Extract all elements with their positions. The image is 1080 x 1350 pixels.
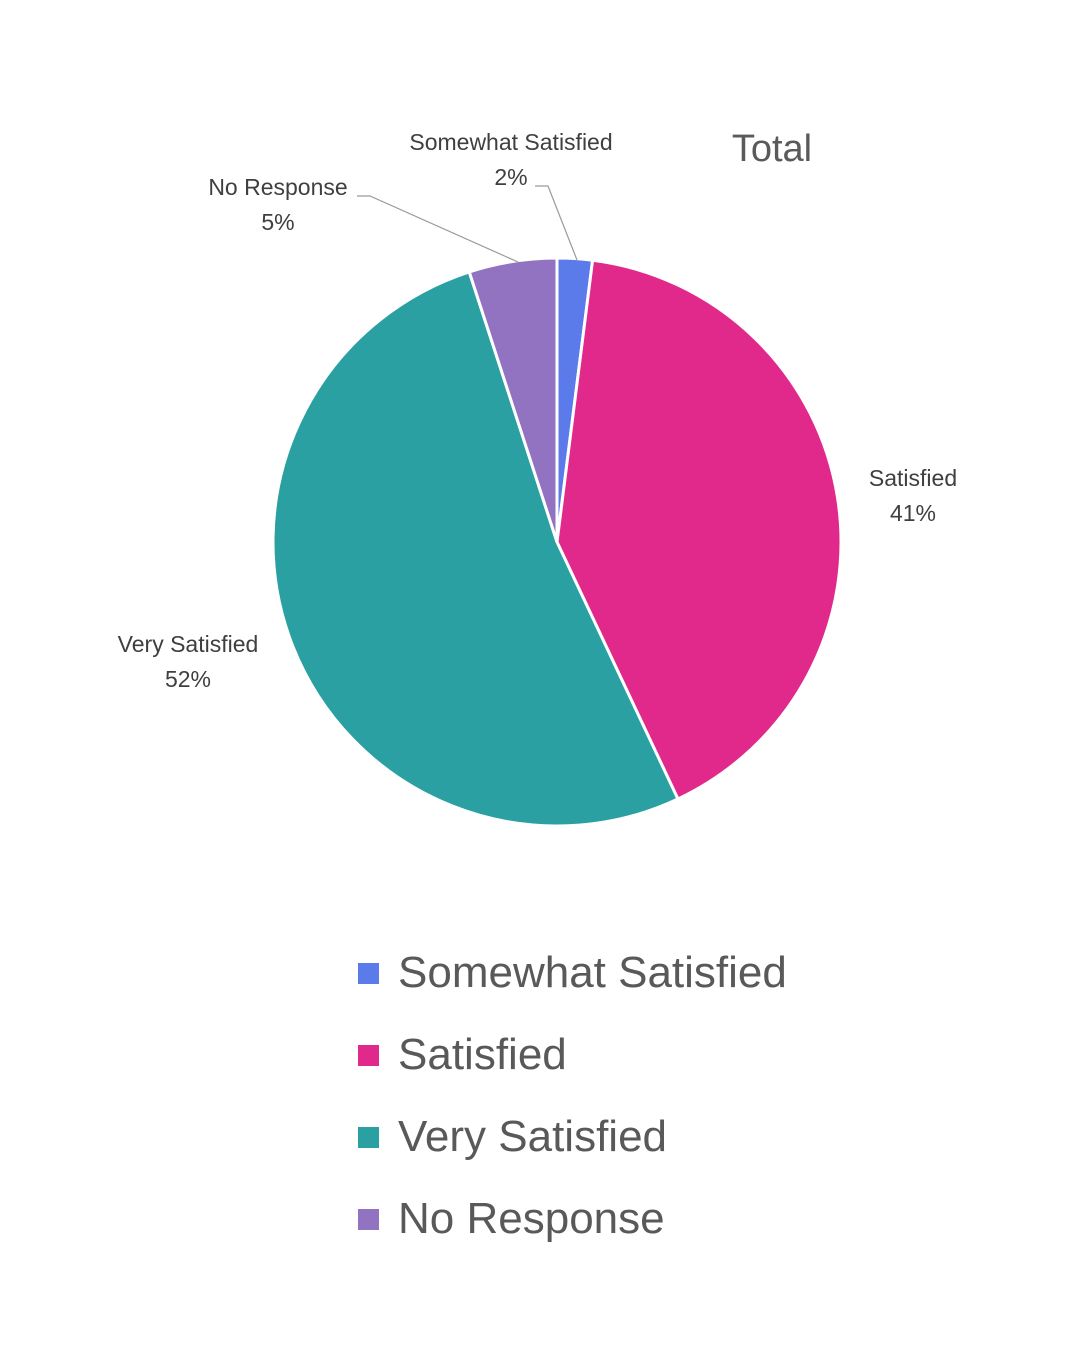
leader-line-somewhat-satisfied (535, 185, 578, 261)
data-labels: Somewhat Satisfied 2% Satisfied 41% Very Sat… (118, 129, 957, 692)
data-label-value: 5% (261, 209, 294, 235)
legend-label: Satisfied (398, 1030, 567, 1079)
data-label-value: 2% (494, 164, 527, 190)
data-label-somewhat-satisfied: Somewhat Satisfied 2% (409, 129, 612, 190)
pie-slice-satisfied (555, 258, 843, 801)
leader-line-no-response (357, 195, 519, 263)
legend-swatch-satisfied (358, 1044, 379, 1066)
legend-label: Very Satisfied (398, 1112, 668, 1161)
pie-slice-very-satisfied (271, 270, 680, 828)
pie-slice-no-response (467, 256, 559, 543)
pie-slices (271, 256, 843, 828)
legend-item-somewhat-satisfied: Somewhat Satisfied (358, 932, 787, 1014)
leader-lines (357, 185, 578, 263)
legend-swatch-somewhat-satisfied (358, 962, 379, 984)
data-label-value: 41% (890, 500, 936, 526)
legend-item-no-response: No Response (358, 1178, 787, 1260)
data-label-satisfied: Satisfied 41% (869, 465, 957, 526)
data-label-category: Satisfied (869, 465, 957, 491)
data-label-very-satisfied: Very Satisfied 52% (118, 631, 259, 692)
data-label-no-response: No Response 5% (208, 174, 347, 235)
legend-swatch-very-satisfied (358, 1126, 379, 1148)
legend-swatch-no-response (358, 1208, 379, 1230)
chart-title: Total (732, 128, 812, 170)
legend-item-satisfied: Satisfied (358, 1014, 787, 1096)
legend-label: No Response (398, 1194, 665, 1243)
legend: Somewhat Satisfied Satisfied Very Satisf… (358, 932, 787, 1260)
legend-label: Somewhat Satisfied (398, 948, 787, 997)
data-label-category: Somewhat Satisfied (409, 129, 612, 155)
data-label-category: Very Satisfied (118, 631, 259, 657)
legend-item-very-satisfied: Very Satisfied (358, 1096, 787, 1178)
data-label-value: 52% (165, 666, 211, 692)
data-label-category: No Response (208, 174, 347, 200)
